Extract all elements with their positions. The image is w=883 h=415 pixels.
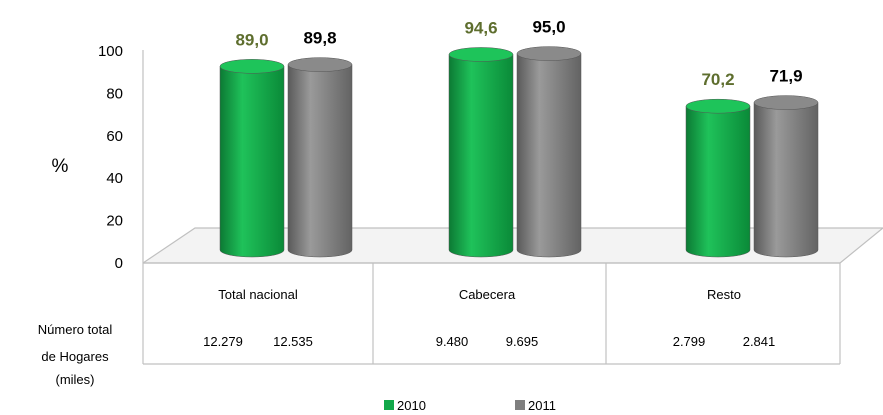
- table-value-2010: 9.480: [436, 334, 469, 349]
- y-tick-label: 40: [106, 170, 123, 187]
- y-tick-label: 100: [98, 43, 123, 60]
- y-tick-label: 0: [115, 255, 123, 272]
- y-tick-label: 20: [106, 213, 123, 230]
- table-row-label-line-2: de Hogares: [41, 349, 109, 364]
- bar-2011-0: [287, 57, 353, 258]
- table-value-2010: 12.279: [203, 334, 243, 349]
- data-label-2011-1: 95,0: [532, 18, 565, 37]
- category-label: Cabecera: [459, 287, 516, 302]
- bar-2010-2: [685, 98, 751, 258]
- legend-label-2011: 2011: [528, 398, 556, 413]
- y-tick-label: 60: [106, 128, 123, 145]
- legend-label-2010: 2010: [397, 398, 426, 413]
- bar-2011-2: [753, 95, 819, 258]
- table-value-2010: 2.799: [673, 334, 706, 349]
- legend: 2010 2011: [384, 398, 556, 413]
- data-label-2010-1: 94,6: [464, 18, 497, 37]
- table-row-label-line-1: Número total: [38, 322, 113, 337]
- bar-2010-0: [219, 59, 285, 258]
- legend-swatch-2011: [515, 400, 525, 410]
- bar-2011-1: [516, 46, 582, 258]
- table-value-2011: 9.695: [506, 334, 539, 349]
- category-label: Total nacional: [218, 287, 298, 302]
- category-label: Resto: [707, 287, 741, 302]
- table-value-2011: 12.535: [273, 334, 313, 349]
- y-axis-label: %: [52, 156, 69, 177]
- data-label-2010-2: 70,2: [701, 70, 734, 89]
- data-label-2011-2: 71,9: [769, 67, 802, 86]
- table-row-label-line-3: (miles): [56, 372, 95, 387]
- data-label-2011-0: 89,8: [303, 29, 336, 48]
- data-label-2010-0: 89,0: [235, 30, 268, 49]
- bar-2010-1: [448, 47, 514, 258]
- legend-swatch-2010: [384, 400, 394, 410]
- table-row-label: Número total de Hogares (miles): [38, 322, 113, 387]
- table-value-2011: 2.841: [743, 334, 776, 349]
- y-tick-label: 80: [106, 85, 123, 102]
